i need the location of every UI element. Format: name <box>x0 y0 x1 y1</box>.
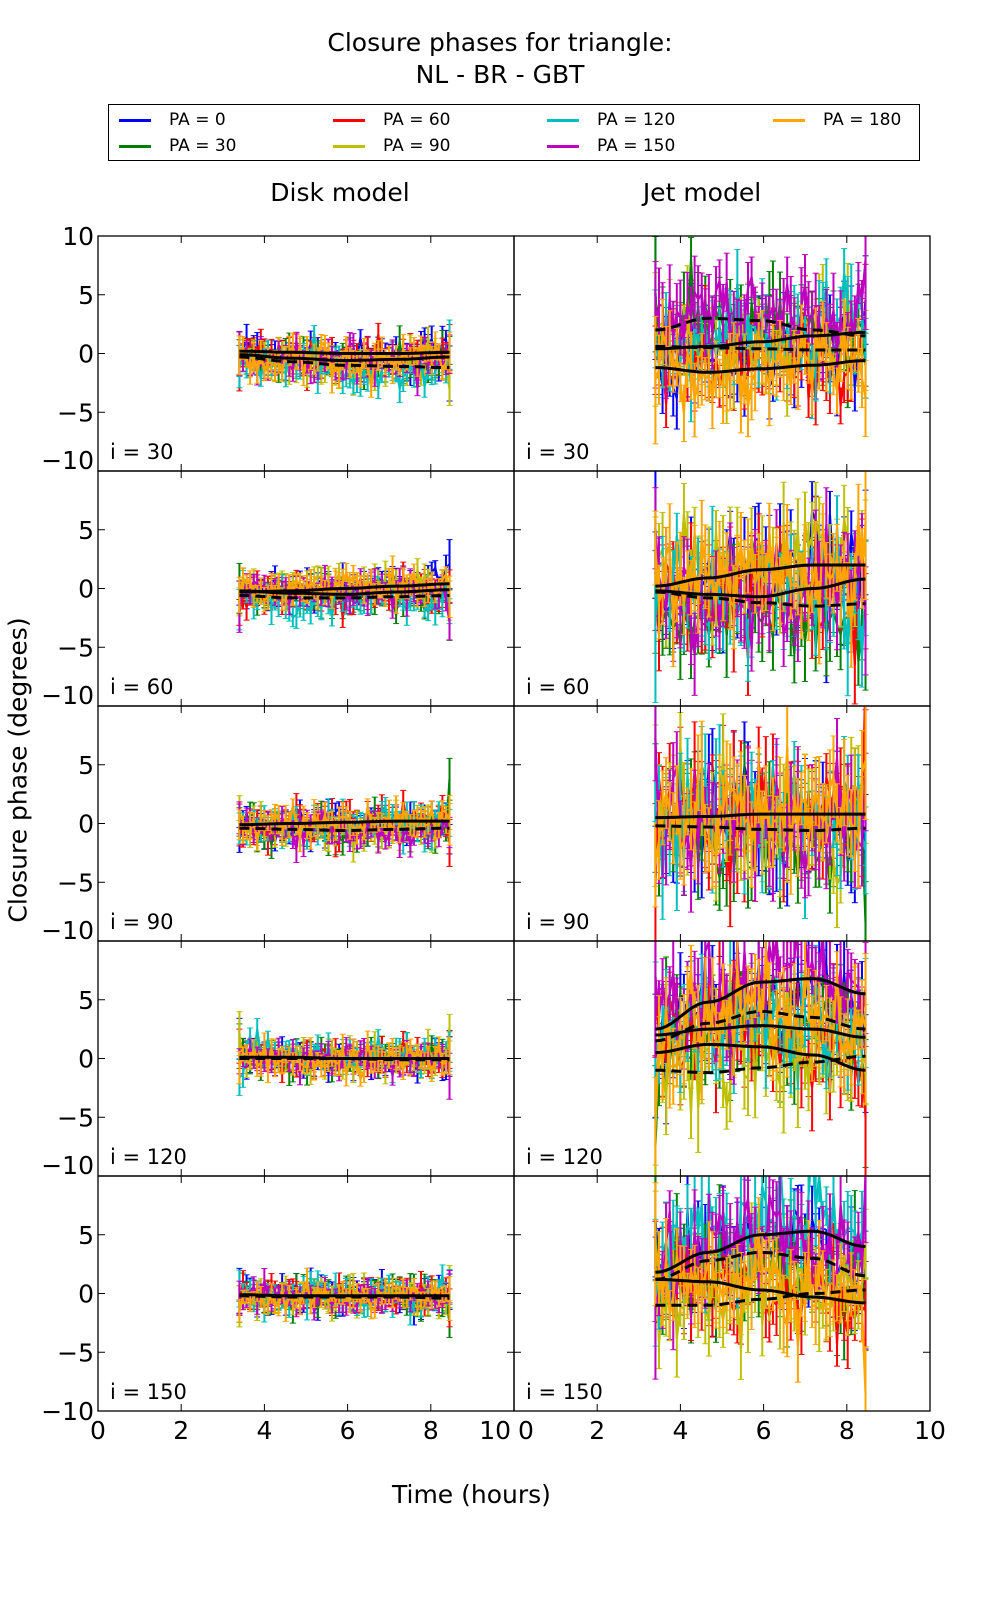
legend-label: PA = 180 <box>823 110 902 130</box>
legend-label: PA = 60 <box>383 110 451 130</box>
legend-label: PA = 90 <box>383 136 451 156</box>
model-fit-curve <box>239 349 450 355</box>
panel-label: i = 30 <box>526 440 590 464</box>
panel-data <box>236 539 453 641</box>
panel-jet-i60: i = 60 <box>513 470 931 707</box>
legend-label: PA = 120 <box>597 110 676 130</box>
legend-swatch <box>773 118 805 122</box>
legend-item-pa-180: PA = 180 <box>773 109 901 131</box>
y-tick-label: 0 <box>78 340 94 369</box>
panel-jet-i30: i = 30 <box>513 235 931 472</box>
y-tick-label: 5 <box>78 516 94 545</box>
legend-item-pa-30: PA = 30 <box>119 135 236 157</box>
model-fit-curve <box>239 588 450 596</box>
model-fit-curve <box>655 359 866 374</box>
y-tick-label: −10 <box>41 681 94 710</box>
y-tick-label: 5 <box>78 281 94 310</box>
legend-swatch <box>547 144 579 148</box>
panel-label: i = 30 <box>110 440 174 464</box>
panel-data <box>652 236 869 445</box>
panel-label: i = 60 <box>110 675 174 699</box>
y-tick-label: −5 <box>57 633 94 662</box>
legend-swatch <box>547 118 579 122</box>
panel-disk-i60: i = 60 <box>97 470 515 707</box>
legend-label: PA = 150 <box>597 136 676 156</box>
y-tick-label: 0 <box>78 575 94 604</box>
panel-frame <box>513 235 931 472</box>
legend-item-pa-60: PA = 60 <box>333 109 450 131</box>
legend-swatch <box>333 118 365 122</box>
panel-disk-i30: i = 30 <box>97 235 515 472</box>
legend-label: PA = 30 <box>169 136 237 156</box>
legend-label: PA = 0 <box>169 110 226 130</box>
y-tick-label: 10 <box>62 222 94 251</box>
model-fit-curve <box>655 316 866 338</box>
chart-title: Closure phases for triangle: <box>327 28 673 57</box>
model-fit-curve <box>239 355 450 370</box>
y-tick-label: −10 <box>41 446 94 475</box>
legend-item-pa-0: PA = 0 <box>119 109 226 131</box>
legend: PA = 0 PA = 30 PA = 60 PA = 90 PA = 120 … <box>108 104 920 161</box>
model-fit-curve <box>655 344 866 352</box>
legend-item-pa-150: PA = 150 <box>547 135 675 157</box>
column-title-jet: Jet model <box>642 178 762 207</box>
legend-swatch <box>119 118 151 122</box>
y-tick-label: −5 <box>57 398 94 427</box>
panel-data <box>236 319 453 406</box>
legend-swatch <box>119 144 151 148</box>
model-fit-curve <box>239 353 450 363</box>
column-title-disk: Disk model <box>270 178 410 207</box>
panel-data <box>652 471 869 705</box>
model-fit-curve <box>239 594 450 600</box>
legend-swatch <box>333 144 365 148</box>
legend-item-pa-90: PA = 90 <box>333 135 450 157</box>
series-line <box>654 259 867 364</box>
legend-item-pa-120: PA = 120 <box>547 109 675 131</box>
chart-subtitle: NL - BR - GBT <box>415 60 585 89</box>
